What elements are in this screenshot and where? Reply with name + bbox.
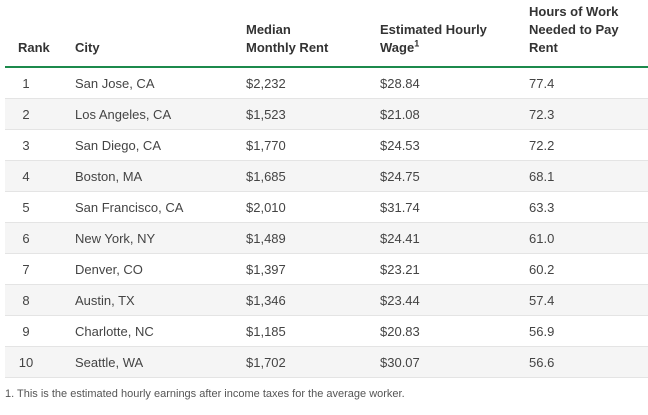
header-median-monthly-rent: Median Monthly Rent: [246, 0, 380, 67]
cell-rank: 1: [5, 67, 75, 99]
cell-rank: 2: [5, 99, 75, 130]
table-header: Rank City Median Monthly Rent Estimated …: [5, 0, 648, 67]
cell-rank: 4: [5, 161, 75, 192]
cell-hours-needed: 72.2: [529, 130, 648, 161]
cell-hours-needed: 72.3: [529, 99, 648, 130]
header-estimated-hourly-wage: Estimated Hourly Wage1: [380, 0, 529, 67]
table-row: 10 Seattle, WA $1,702 $30.07 56.6: [5, 347, 648, 378]
table-row: 3 San Diego, CA $1,770 $24.53 72.2: [5, 130, 648, 161]
cell-city: San Diego, CA: [75, 130, 246, 161]
cell-rank: 5: [5, 192, 75, 223]
cell-hours-needed: 77.4: [529, 67, 648, 99]
cell-hourly-wage: $24.41: [380, 223, 529, 254]
cell-city: New York, NY: [75, 223, 246, 254]
cell-hours-needed: 56.9: [529, 316, 648, 347]
cell-hours-needed: 60.2: [529, 254, 648, 285]
table-row: 6 New York, NY $1,489 $24.41 61.0: [5, 223, 648, 254]
header-row: Rank City Median Monthly Rent Estimated …: [5, 0, 648, 67]
cell-hourly-wage: $24.75: [380, 161, 529, 192]
rent-table-container: Rank City Median Monthly Rent Estimated …: [5, 0, 648, 378]
cell-rank: 6: [5, 223, 75, 254]
footnote: 1. This is the estimated hourly earnings…: [5, 388, 405, 400]
cell-hourly-wage: $21.08: [380, 99, 529, 130]
cell-hours-needed: 57.4: [529, 285, 648, 316]
cell-city: San Jose, CA: [75, 67, 246, 99]
table-body: 1 San Jose, CA $2,232 $28.84 77.4 2 Los Angele…: [5, 67, 648, 378]
cell-median-rent: $1,770: [246, 130, 380, 161]
cell-hourly-wage: $28.84: [380, 67, 529, 99]
table-row: 8 Austin, TX $1,346 $23.44 57.4: [5, 285, 648, 316]
cell-rank: 9: [5, 316, 75, 347]
table-row: 9 Charlotte, NC $1,185 $20.83 56.9: [5, 316, 648, 347]
cell-median-rent: $1,702: [246, 347, 380, 378]
table-row: 4 Boston, MA $1,685 $24.75 68.1: [5, 161, 648, 192]
header-rank: Rank: [5, 0, 75, 67]
cell-city: Austin, TX: [75, 285, 246, 316]
table-row: 7 Denver, CO $1,397 $23.21 60.2: [5, 254, 648, 285]
header-hours-of-work: Hours of Work Needed to Pay Rent: [529, 0, 648, 67]
cell-city: Charlotte, NC: [75, 316, 246, 347]
cell-hours-needed: 61.0: [529, 223, 648, 254]
cell-median-rent: $1,185: [246, 316, 380, 347]
cell-hourly-wage: $31.74: [380, 192, 529, 223]
cell-median-rent: $1,397: [246, 254, 380, 285]
cell-rank: 8: [5, 285, 75, 316]
cell-hourly-wage: $20.83: [380, 316, 529, 347]
cell-city: Los Angeles, CA: [75, 99, 246, 130]
cell-median-rent: $1,346: [246, 285, 380, 316]
cell-city: Denver, CO: [75, 254, 246, 285]
cell-hourly-wage: $23.44: [380, 285, 529, 316]
table-row: 5 San Francisco, CA $2,010 $31.74 63.3: [5, 192, 648, 223]
cell-median-rent: $1,489: [246, 223, 380, 254]
cell-rank: 7: [5, 254, 75, 285]
cell-median-rent: $2,010: [246, 192, 380, 223]
cell-median-rent: $2,232: [246, 67, 380, 99]
cell-city: Boston, MA: [75, 161, 246, 192]
cell-hourly-wage: $23.21: [380, 254, 529, 285]
cell-hours-needed: 63.3: [529, 192, 648, 223]
header-city: City: [75, 0, 246, 67]
rent-table: Rank City Median Monthly Rent Estimated …: [5, 0, 648, 378]
footnote-marker: 1: [414, 39, 419, 49]
table-row: 1 San Jose, CA $2,232 $28.84 77.4: [5, 67, 648, 99]
table-row: 2 Los Angeles, CA $1,523 $21.08 72.3: [5, 99, 648, 130]
cell-median-rent: $1,685: [246, 161, 380, 192]
cell-hours-needed: 56.6: [529, 347, 648, 378]
cell-rank: 10: [5, 347, 75, 378]
cell-hourly-wage: $30.07: [380, 347, 529, 378]
cell-hourly-wage: $24.53: [380, 130, 529, 161]
cell-city: San Francisco, CA: [75, 192, 246, 223]
cell-rank: 3: [5, 130, 75, 161]
cell-city: Seattle, WA: [75, 347, 246, 378]
cell-hours-needed: 68.1: [529, 161, 648, 192]
cell-median-rent: $1,523: [246, 99, 380, 130]
